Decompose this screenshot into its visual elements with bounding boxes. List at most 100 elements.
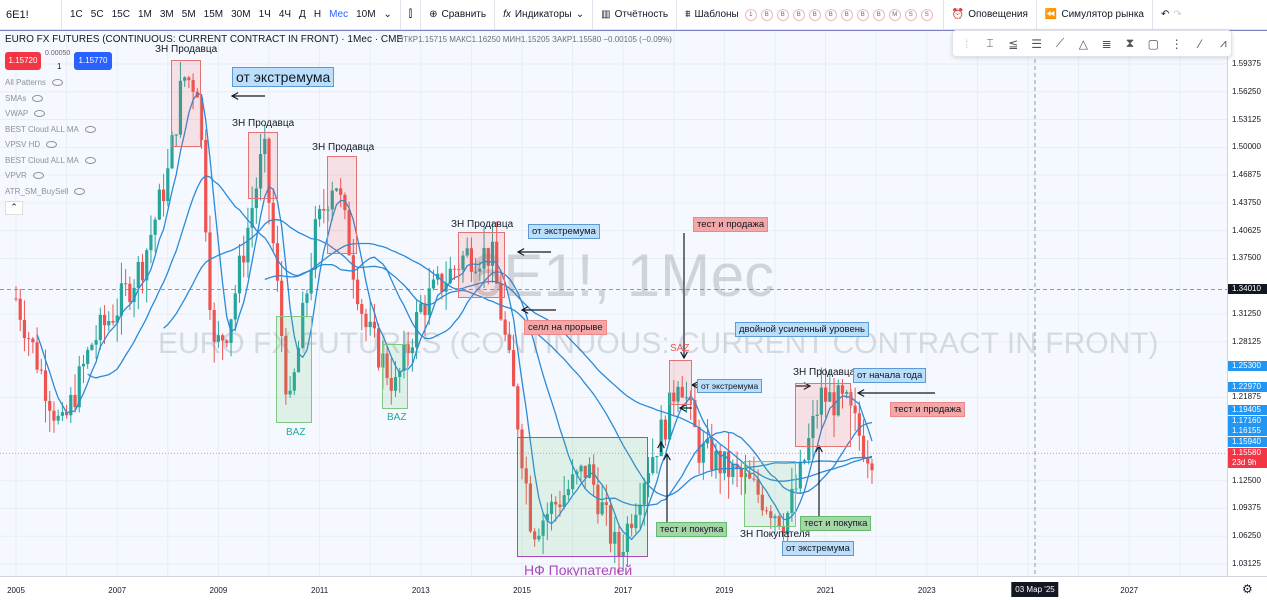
settings-gear-icon[interactable]: ⚙ xyxy=(1242,582,1253,596)
indicator-item[interactable]: VWAP xyxy=(5,109,46,118)
trendline-icon[interactable]: ⟋ xyxy=(1055,36,1065,50)
fib-icon[interactable]: ≦ xyxy=(1008,36,1019,51)
templates-icon: ⩩ xyxy=(685,9,691,20)
indicator-item[interactable]: VPVR xyxy=(5,171,44,180)
zone-rectangle[interactable] xyxy=(327,156,357,254)
candle-body xyxy=(377,328,381,368)
timeframe-0[interactable]: 1С xyxy=(70,9,83,20)
collapse-legend-button[interactable]: ⌃ xyxy=(5,201,23,215)
indicator-item[interactable]: SMAs xyxy=(5,94,44,103)
zone-rectangle[interactable] xyxy=(795,383,851,447)
candle-tool-icon[interactable]: ⧗ xyxy=(1125,36,1135,50)
price-axis[interactable]: 1.59375 1.56250 1.53125 1.50000 1.46875 1.437… xyxy=(1227,31,1267,576)
sell-button[interactable]: 1.15720 xyxy=(5,52,41,70)
annotation-tag[interactable]: от экстремума xyxy=(528,224,600,239)
levels-icon[interactable]: ≣ xyxy=(1101,36,1112,51)
timeframe-7[interactable]: 30М xyxy=(231,9,251,20)
templates-button[interactable]: ⩩ Шаблоны 1 B B B B B B B B M S S xyxy=(676,0,943,30)
drag-handle-icon[interactable]: ⁞ xyxy=(964,36,969,51)
indicator-item[interactable]: All Patterns xyxy=(5,78,63,87)
rectangle-icon[interactable]: ▢ xyxy=(1147,36,1159,51)
template-slot[interactable]: S xyxy=(904,9,917,21)
zone-rectangle[interactable] xyxy=(744,461,796,527)
indicator-item[interactable]: BEST Cloud ALL MA xyxy=(5,125,96,134)
alerts-button[interactable]: ⏰ Оповещения xyxy=(942,0,1036,30)
hidden-eye-icon[interactable] xyxy=(74,187,86,195)
annotation-tag[interactable]: тест и продажа xyxy=(693,217,769,232)
candle-body xyxy=(157,189,161,220)
annotation-tag[interactable]: от экстремума xyxy=(697,379,763,393)
candle-body xyxy=(667,392,672,440)
price-chart[interactable] xyxy=(0,31,1227,576)
timeframe-10[interactable]: Д xyxy=(299,9,306,20)
template-slot[interactable]: B xyxy=(776,9,789,21)
annotation-tag[interactable]: селл на прорыве xyxy=(524,320,607,335)
symbol-search[interactable]: 6E1! xyxy=(0,0,62,30)
timeframe-12[interactable]: Мес xyxy=(329,9,349,20)
hidden-eye-icon[interactable] xyxy=(84,125,96,133)
hidden-eye-icon[interactable] xyxy=(34,110,46,118)
hidden-eye-icon[interactable] xyxy=(46,141,58,149)
time-axis[interactable]: 2005 2007 2009 2011 2013 2015 2017 2019 2021 2023… xyxy=(0,576,1267,600)
annotation-tag[interactable]: от начала года xyxy=(853,368,927,383)
hidden-eye-icon[interactable] xyxy=(32,172,44,180)
horizontal-lines-icon[interactable]: ☰ xyxy=(1031,36,1043,51)
indicator-item[interactable]: ATR_SM_BuySell xyxy=(5,187,86,196)
buy-button[interactable]: 1.15770 xyxy=(74,52,112,70)
zone-rectangle[interactable] xyxy=(382,344,408,409)
timeframe-13[interactable]: 10М xyxy=(356,9,376,20)
zone-rectangle[interactable] xyxy=(171,60,201,147)
quantity[interactable]: 1 xyxy=(57,62,62,71)
zone-rectangle[interactable] xyxy=(248,132,278,199)
pattern-icon[interactable]: ⩘ xyxy=(1219,36,1227,50)
template-slot[interactable]: B xyxy=(792,9,805,21)
candle-body xyxy=(119,283,124,316)
timeframe-9[interactable]: 4Ч xyxy=(278,9,292,20)
undo-button[interactable]: ↶ ↷ xyxy=(1151,0,1190,30)
indicator-item[interactable]: BEST Cloud ALL MA xyxy=(5,156,96,165)
timeframe-11[interactable]: Н xyxy=(313,9,322,20)
timeframe-6[interactable]: 15М xyxy=(203,9,224,20)
indicator-item[interactable]: VPSV HD xyxy=(5,140,58,149)
template-slot[interactable]: B xyxy=(856,9,869,21)
redo-icon[interactable]: ↷ xyxy=(1173,9,1182,20)
template-slot[interactable]: B xyxy=(808,9,821,21)
zone-rectangle[interactable] xyxy=(669,360,692,405)
timeframe-5[interactable]: 5М xyxy=(181,9,196,20)
chart-type-button[interactable]: ⫿ xyxy=(399,0,420,30)
hidden-eye-icon[interactable] xyxy=(84,156,96,164)
annotation-tag[interactable]: двойной усиленный уровень xyxy=(735,322,869,337)
zone-rectangle[interactable] xyxy=(458,232,505,298)
zone-rectangle[interactable] xyxy=(517,437,648,557)
annotation-tag[interactable]: тест и покупка xyxy=(656,522,728,537)
replay-button[interactable]: ⏪ Симулятор рынка xyxy=(1035,0,1152,30)
hidden-eye-icon[interactable] xyxy=(32,94,44,102)
template-slot[interactable]: B xyxy=(824,9,837,21)
template-slot[interactable]: B xyxy=(872,9,885,21)
timeframe-1[interactable]: 5С xyxy=(90,9,104,20)
timeframe-dropdown-icon[interactable]: ⌄ xyxy=(383,9,392,20)
indicators-button[interactable]: fx Индикаторы ⌄ xyxy=(494,0,592,30)
template-slot[interactable]: B xyxy=(840,9,853,21)
reports-button[interactable]: ▥ Отчётность xyxy=(592,0,676,30)
annotation-tag[interactable]: тест и покупка xyxy=(800,516,872,531)
template-slot[interactable]: 1 xyxy=(744,9,757,21)
chart-pane[interactable]: 6E1!, 1Мес EURO FX FUTURES (CONTINUOUS: … xyxy=(0,31,1227,576)
annotation-tag[interactable]: от экстремума xyxy=(782,541,854,556)
template-slot[interactable]: M xyxy=(888,9,901,21)
parallel-channel-icon[interactable]: ⋮ xyxy=(1170,36,1183,51)
template-slot[interactable]: B xyxy=(760,9,773,21)
triangle-icon[interactable]: △ xyxy=(1078,36,1088,51)
timeframe-8[interactable]: 1Ч xyxy=(258,9,271,20)
timeframe-2[interactable]: 15С xyxy=(111,9,130,20)
timeframe-4[interactable]: 3М xyxy=(159,9,174,20)
zone-rectangle[interactable] xyxy=(276,316,312,423)
compare-button[interactable]: ⊕ Сравнить xyxy=(420,0,494,30)
template-slot[interactable]: S xyxy=(920,9,933,21)
timeframe-3[interactable]: 1М xyxy=(137,9,152,20)
price-range-icon[interactable]: ⌶ xyxy=(986,36,994,50)
annotation-tag[interactable]: от экстремума xyxy=(232,67,335,87)
annotation-tag[interactable]: тест и продажа xyxy=(890,402,966,417)
hidden-eye-icon[interactable] xyxy=(51,79,63,87)
ray-icon[interactable]: ⁄ xyxy=(1198,36,1201,51)
